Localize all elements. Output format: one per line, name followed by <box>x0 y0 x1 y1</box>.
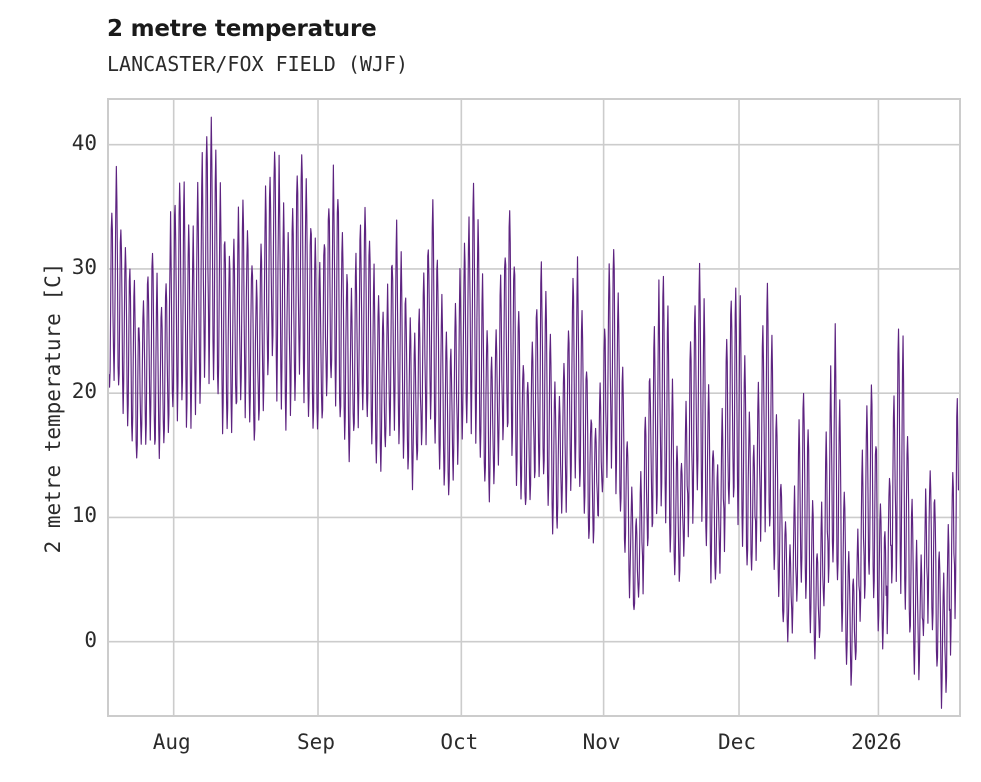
x-tick-dec: Dec <box>718 730 756 754</box>
temperature-line <box>109 116 959 709</box>
grid-lines <box>109 100 959 715</box>
x-tick-oct: Oct <box>440 730 479 754</box>
x-tick-aug: Aug <box>152 730 191 754</box>
chart-title: 2 metre temperature <box>107 16 377 42</box>
x-tick-nov: Nov <box>582 730 621 754</box>
y-tick-0: 0 <box>84 627 97 652</box>
temperature-series-plot <box>109 100 959 715</box>
x-tick-sep: Sep <box>297 730 335 754</box>
y-tick-40: 40 <box>71 130 97 155</box>
y-tick-20: 20 <box>71 379 97 404</box>
y-tick-10: 10 <box>71 503 97 528</box>
chart-subtitle: LANCASTER/FOX FIELD (WJF) <box>107 52 409 76</box>
plot-area <box>107 98 961 717</box>
x-tick-2026: 2026 <box>851 730 902 754</box>
y-tick-30: 30 <box>71 254 97 279</box>
